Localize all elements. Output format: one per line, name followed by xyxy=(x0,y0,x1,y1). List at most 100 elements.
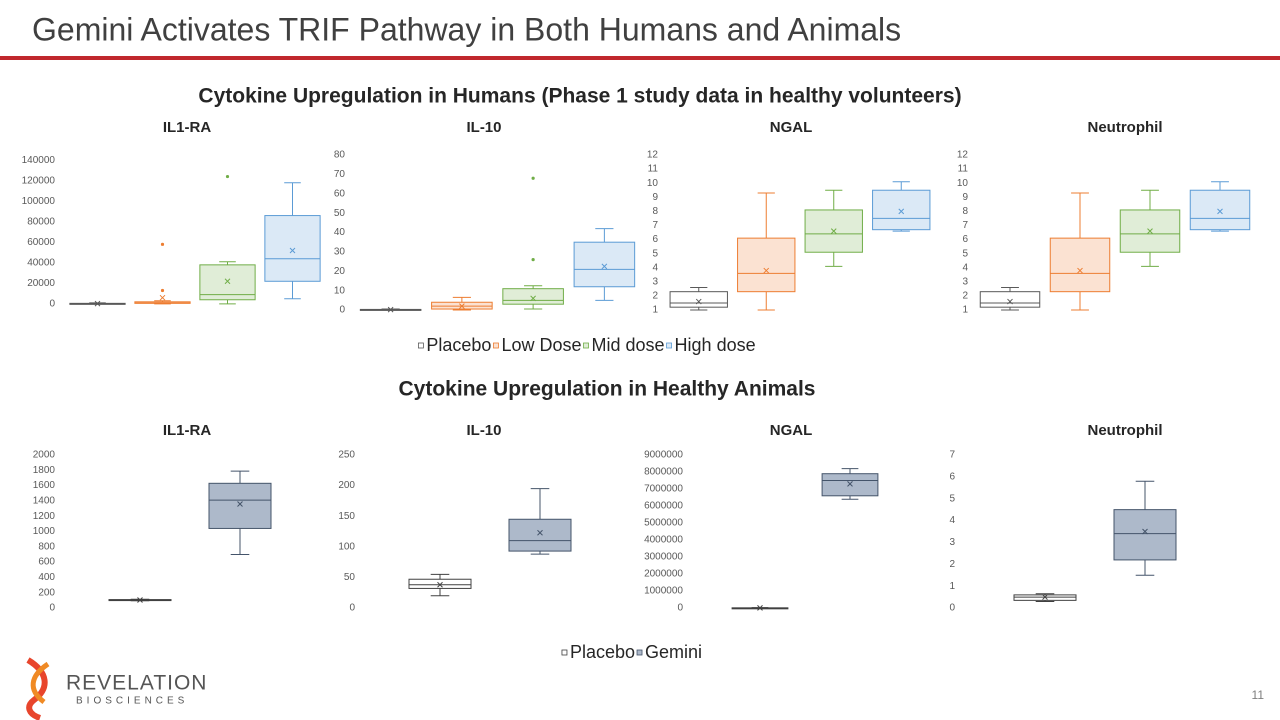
y-tick-label: 9000000 xyxy=(644,450,683,461)
mean-marker xyxy=(437,581,443,588)
y-tick-label: 4 xyxy=(652,262,658,273)
y-tick-label: 70 xyxy=(334,169,346,180)
outlier xyxy=(225,174,230,179)
box-group xyxy=(359,306,422,313)
y-tick-label: 6 xyxy=(652,234,658,245)
mean-marker xyxy=(1042,594,1048,600)
mean-marker xyxy=(847,481,853,487)
mean-marker xyxy=(1217,208,1223,215)
box-group xyxy=(979,286,1041,311)
y-tick-label: 80000 xyxy=(27,216,55,227)
y-tick-label: 5 xyxy=(949,493,955,504)
box xyxy=(1189,189,1251,231)
page-number: 11 xyxy=(1252,688,1265,702)
y-tick-label: 5 xyxy=(652,248,658,259)
y-tick-label: 9 xyxy=(962,192,968,203)
panel-title: Neutrophil xyxy=(1088,119,1163,136)
y-tick-label: 120000 xyxy=(22,175,56,186)
outlier xyxy=(160,242,165,246)
y-tick-label: 40000 xyxy=(27,257,55,268)
y-tick-label: 4 xyxy=(949,515,955,526)
y-tick-label: 100 xyxy=(338,541,355,552)
y-tick-label: 7 xyxy=(652,220,658,231)
y-tick-label: 5 xyxy=(962,248,968,259)
box xyxy=(408,578,472,589)
section-title: Cytokine Upregulation in Healthy Animals xyxy=(399,378,816,401)
mean-marker xyxy=(94,300,101,307)
y-tick-label: 8 xyxy=(962,206,968,217)
box-group xyxy=(69,300,126,307)
outlier xyxy=(160,288,165,293)
y-tick-label: 400 xyxy=(38,572,55,583)
y-tick-label: 7 xyxy=(949,450,955,461)
y-tick-label: 10 xyxy=(334,285,346,296)
y-tick-label: 2 xyxy=(949,559,955,570)
legend-label: High dose xyxy=(675,335,756,355)
box-group xyxy=(134,242,191,305)
mean-marker xyxy=(530,295,536,302)
mean-marker xyxy=(159,294,166,301)
panel-title: IL-10 xyxy=(466,119,501,136)
legend-swatch xyxy=(561,649,568,656)
y-tick-label: 150 xyxy=(338,511,355,522)
y-tick-label: 200 xyxy=(338,480,355,491)
box-group xyxy=(1119,189,1181,267)
y-tick-label: 80 xyxy=(334,150,346,161)
box xyxy=(502,288,564,305)
y-tick-label: 8000000 xyxy=(644,467,683,478)
box xyxy=(199,264,256,301)
box-group xyxy=(731,605,789,611)
legend: Placebo Gemini xyxy=(561,642,702,662)
panel-title: IL-10 xyxy=(466,422,501,439)
y-tick-label: 0 xyxy=(49,603,55,614)
mean-marker xyxy=(763,267,770,274)
box xyxy=(737,237,796,293)
box-group xyxy=(208,470,272,555)
y-tick-label: 100000 xyxy=(22,196,56,207)
legend-swatch xyxy=(493,342,499,349)
y-tick-label: 1 xyxy=(962,305,968,316)
title-rule xyxy=(0,56,1280,60)
box-group xyxy=(737,192,796,311)
y-tick-label: 250 xyxy=(338,450,355,461)
y-tick-label: 140000 xyxy=(22,155,56,166)
box-group xyxy=(264,182,321,300)
panel-title: NGAL xyxy=(770,422,813,439)
box xyxy=(573,241,636,288)
outlier xyxy=(531,176,535,180)
y-tick-label: 6 xyxy=(962,234,968,245)
y-tick-label: 20000 xyxy=(27,278,55,289)
section-title: Cytokine Upregulation in Humans (Phase 1… xyxy=(198,85,961,108)
box xyxy=(508,518,572,552)
y-tick-label: 5000000 xyxy=(644,518,683,529)
box-group xyxy=(821,468,879,500)
y-tick-label: 4000000 xyxy=(644,535,683,546)
mean-marker xyxy=(224,278,231,285)
mean-marker xyxy=(237,501,243,507)
y-tick-label: 600 xyxy=(38,557,55,568)
y-tick-label: 40 xyxy=(334,227,346,238)
box xyxy=(1049,237,1111,293)
box-group xyxy=(1189,181,1251,232)
y-tick-label: 50 xyxy=(344,572,356,583)
box-group xyxy=(1113,480,1177,576)
mean-marker xyxy=(137,597,143,603)
box xyxy=(1113,509,1177,561)
y-tick-label: 2000000 xyxy=(644,569,683,580)
legend-label: Placebo xyxy=(570,642,635,662)
y-tick-label: 0 xyxy=(349,603,355,614)
mean-marker xyxy=(1142,528,1148,535)
legend-swatch xyxy=(417,342,424,349)
y-tick-label: 9 xyxy=(652,192,658,203)
y-tick-label: 3 xyxy=(962,276,968,287)
legend-swatch xyxy=(636,649,643,656)
mean-marker xyxy=(459,303,465,309)
y-tick-label: 7 xyxy=(962,220,968,231)
box-group xyxy=(872,181,931,232)
y-tick-label: 200 xyxy=(38,587,55,598)
y-tick-label: 8 xyxy=(652,206,658,217)
box xyxy=(208,482,272,529)
box xyxy=(821,473,879,497)
y-tick-label: 1400 xyxy=(33,496,56,507)
